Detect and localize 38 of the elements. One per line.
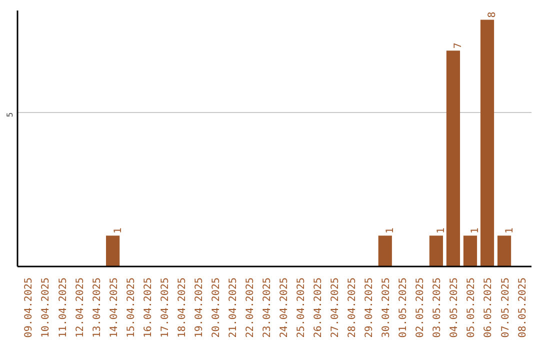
x-tick-label: 22.04.2025 bbox=[244, 277, 256, 338]
x-tick-label: 14.04.2025 bbox=[108, 277, 120, 338]
x-tick-label: 27.04.2025 bbox=[330, 277, 342, 338]
x-tick-label: 24.04.2025 bbox=[279, 277, 290, 338]
data-label: 1 bbox=[504, 228, 516, 234]
x-tick-label: 12.04.2025 bbox=[74, 277, 86, 338]
x-tick-label: 28.04.2025 bbox=[347, 277, 358, 338]
x-tick-label: 23.04.2025 bbox=[262, 277, 273, 338]
x-tick-label: 06.05.2025 bbox=[483, 277, 494, 338]
data-label: 1 bbox=[436, 228, 448, 234]
x-tick-label: 18.04.2025 bbox=[176, 277, 188, 338]
x-tick-label: 16.04.2025 bbox=[142, 277, 154, 338]
x-tick-label: 09.04.2025 bbox=[24, 277, 35, 338]
data-label: 1 bbox=[470, 228, 482, 234]
x-tick-label: 15.04.2025 bbox=[126, 277, 137, 338]
y-tick-label: 5 bbox=[6, 112, 14, 118]
data-label: 1 bbox=[385, 228, 396, 234]
x-tick-label: 11.04.2025 bbox=[58, 277, 69, 338]
x-tick-label: 21.04.2025 bbox=[228, 277, 239, 338]
data-label: 8 bbox=[487, 12, 498, 18]
x-tick-label: 04.05.2025 bbox=[449, 277, 460, 338]
x-tick-label: 26.04.2025 bbox=[313, 277, 324, 338]
x-tick-label: 19.04.2025 bbox=[194, 277, 205, 338]
x-tick-label: 08.05.2025 bbox=[517, 277, 528, 338]
x-tick-label: 05.05.2025 bbox=[466, 277, 478, 338]
x-tick-label: 07.05.2025 bbox=[500, 277, 512, 338]
x-tick-label: 30.04.2025 bbox=[381, 277, 392, 338]
x-tick-label: 17.04.2025 bbox=[160, 277, 171, 338]
x-tick-label: 10.04.2025 bbox=[40, 277, 52, 338]
x-tick-label: 03.05.2025 bbox=[432, 277, 444, 338]
x-tick-label: 25.04.2025 bbox=[296, 277, 308, 338]
x-tick-label: 01.05.2025 bbox=[398, 277, 410, 338]
x-tick-label: 13.04.2025 bbox=[92, 277, 103, 338]
x-tick-label: 29.04.2025 bbox=[364, 277, 376, 338]
x-tick-label: 02.05.2025 bbox=[415, 277, 426, 338]
data-label: 1 bbox=[112, 228, 124, 234]
x-tick-label: 20.04.2025 bbox=[210, 277, 222, 338]
data-label: 7 bbox=[453, 42, 464, 49]
